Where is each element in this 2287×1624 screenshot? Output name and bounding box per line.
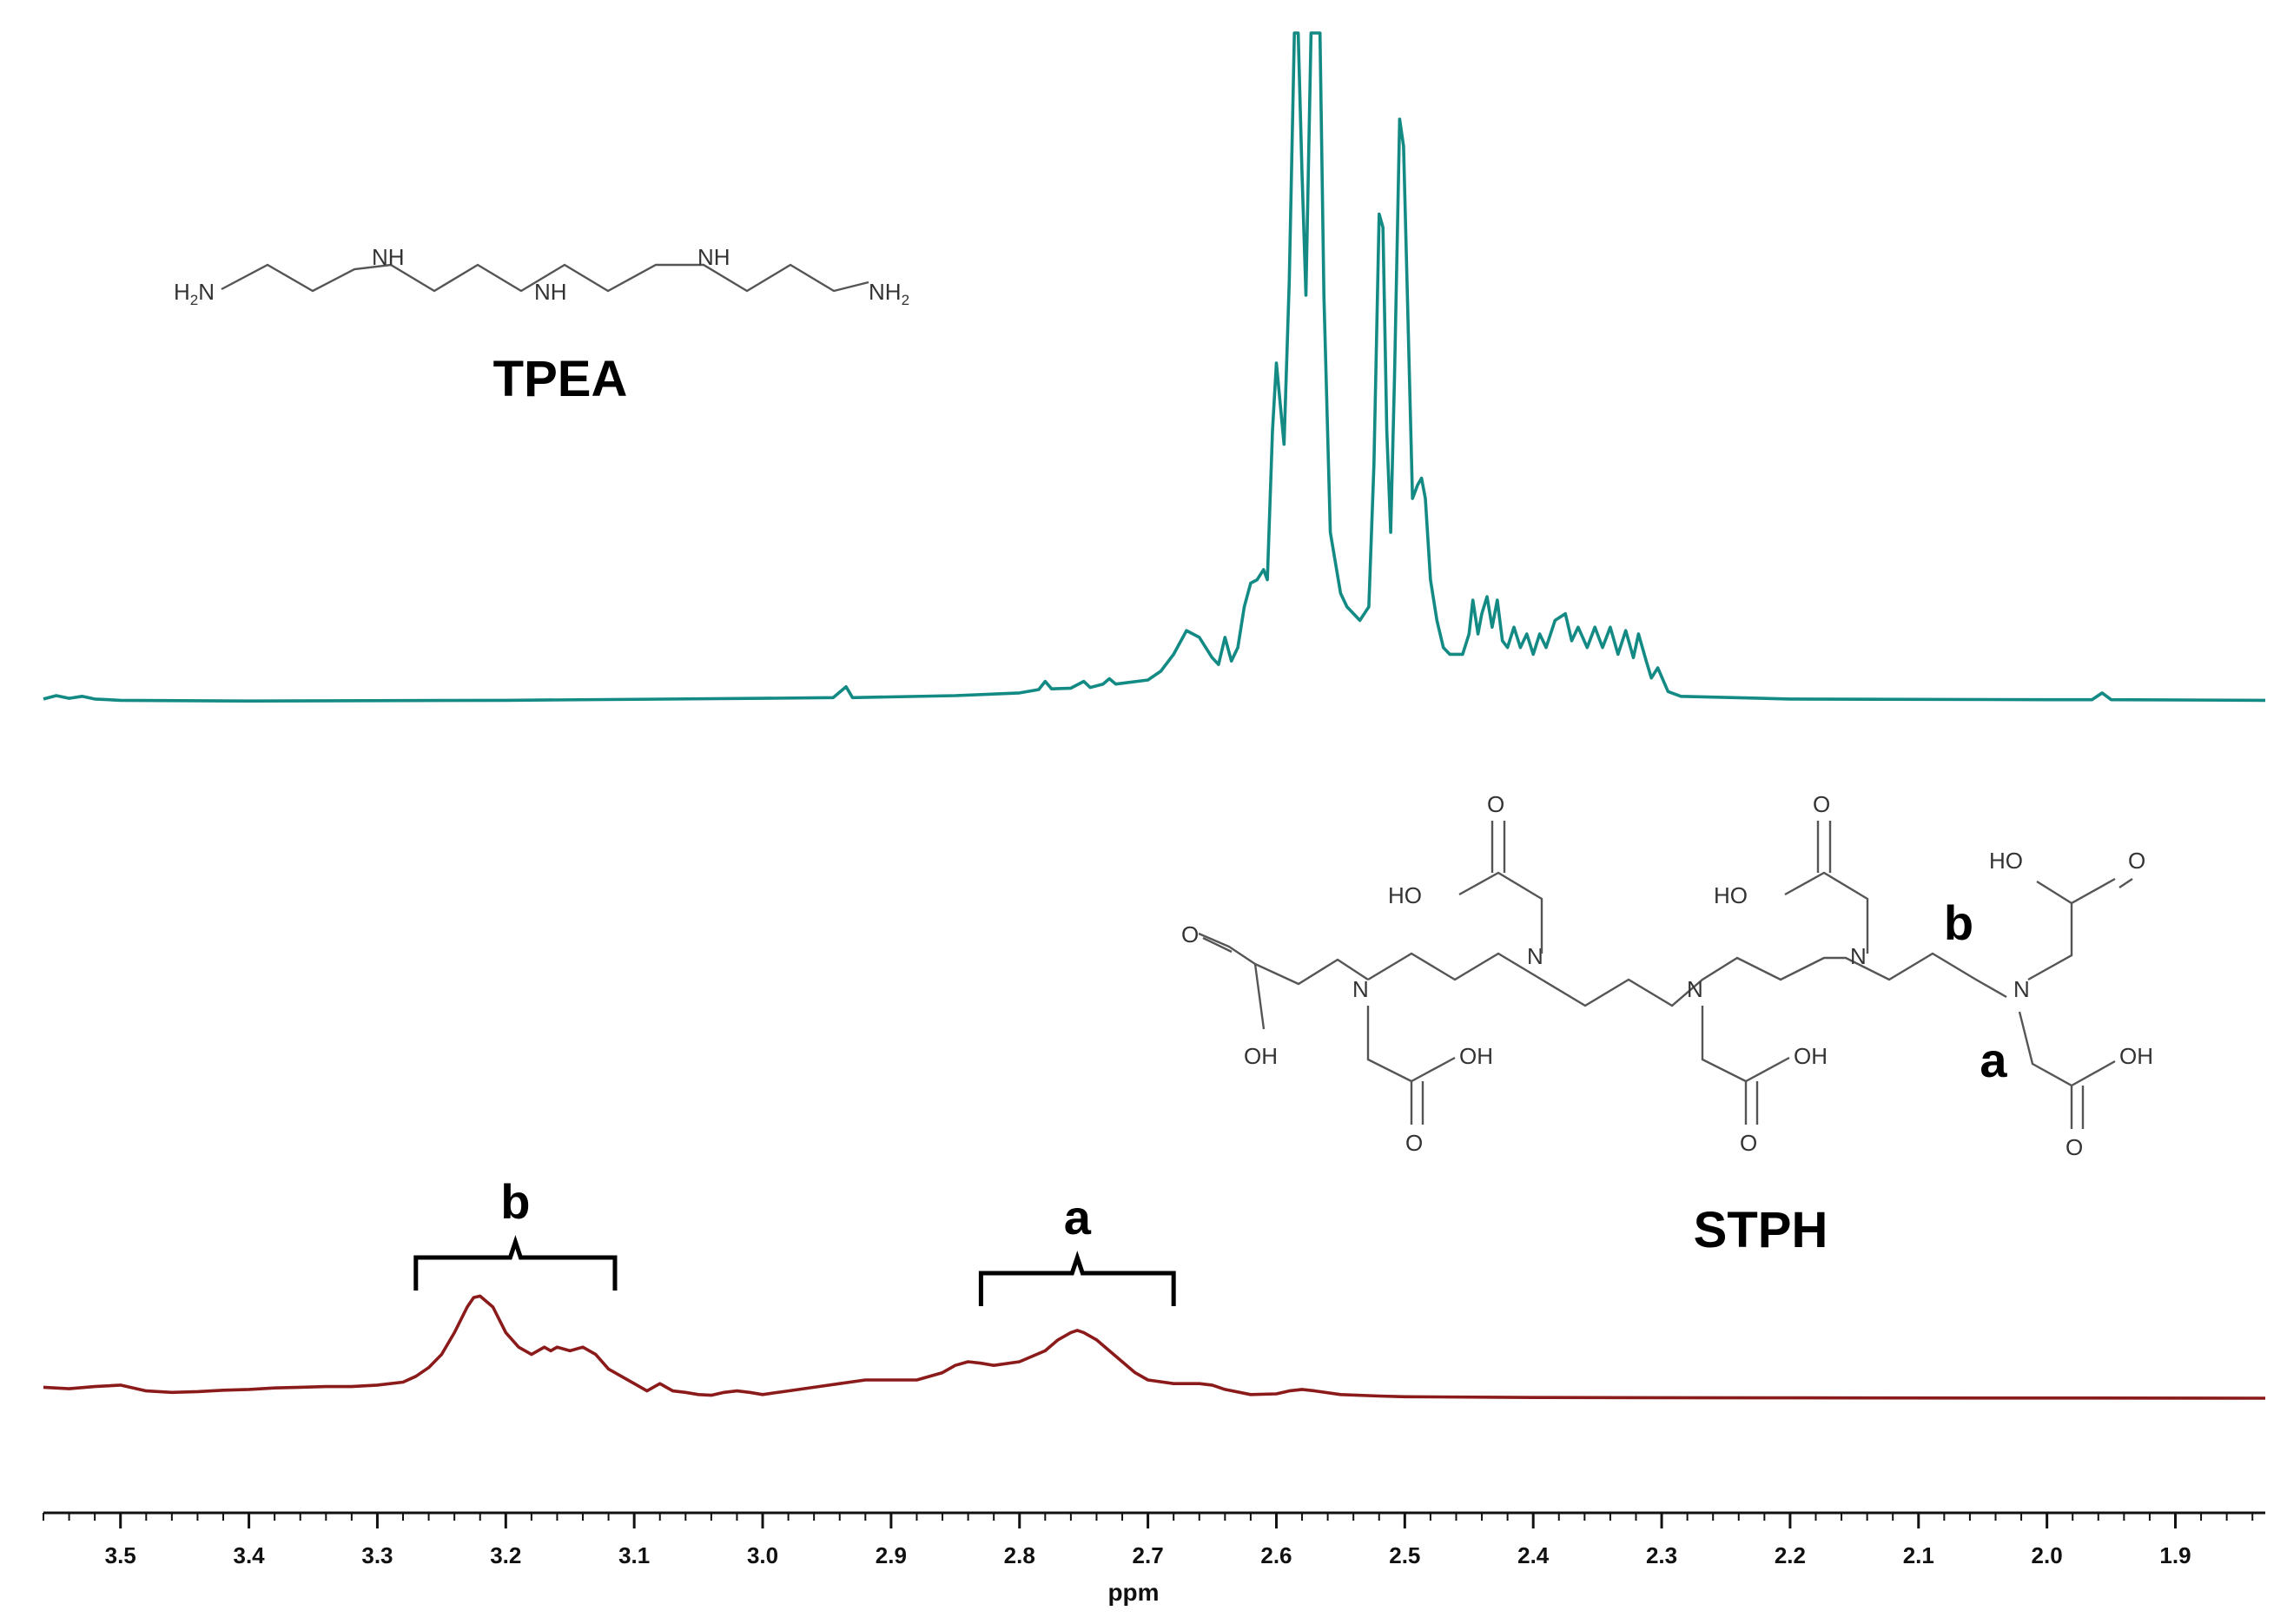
x-tick-label: 2.0: [2032, 1542, 2063, 1568]
x-tick-label: 1.9: [2159, 1542, 2191, 1568]
tpea-label: TPEA: [493, 351, 628, 407]
tpea-nh-2: NH: [534, 279, 567, 305]
x-tick-label: 3.3: [361, 1542, 393, 1568]
stph-site-a: a: [1980, 1033, 2007, 1087]
tpea-structure: H2N NH NH NH NH2: [174, 244, 909, 308]
stph-o-1: O: [1181, 921, 1199, 947]
stph-arm-1: [1198, 932, 1256, 965]
stph-ho-5: HO: [1714, 882, 1748, 908]
tpea-nh-3: NH: [697, 244, 730, 270]
bracket-a: [978, 1251, 1176, 1306]
stph-n-2: N: [1527, 943, 1543, 969]
x-tick-label: 2.7: [1133, 1542, 1164, 1568]
x-tick-label: 2.1: [1903, 1542, 1934, 1568]
x-axis-title: ppm: [1107, 1579, 1159, 1606]
stph-arm-6-dbl: [2118, 878, 2133, 888]
stph-oh-1: OH: [1244, 1043, 1278, 1069]
stph-structure: N N N N N O OH OH O HO O OH O HO O: [1181, 791, 2153, 1160]
stph-label: STPH: [1694, 1202, 1828, 1258]
x-tick-label: 3.5: [105, 1542, 136, 1568]
stph-n-1: N: [1352, 976, 1369, 1002]
stph-oh-2: OH: [1459, 1043, 1493, 1069]
stph-site-b: b: [1944, 895, 1973, 950]
stph-oh-4: OH: [1794, 1043, 1828, 1069]
tpea-backbone: [221, 263, 869, 293]
stph-o-2: O: [1405, 1130, 1423, 1156]
tpea-nh2: NH2: [869, 279, 909, 308]
spectrum-line-tpea: [43, 31, 2266, 703]
stph-backbone-b: [1254, 958, 1369, 986]
bracket-b: [413, 1235, 618, 1291]
stph-n-5: N: [2013, 976, 2030, 1002]
stph-arm-5: [1784, 871, 1869, 954]
stph-oh-7: OH: [2119, 1043, 2153, 1069]
x-tick-label: 2.9: [876, 1542, 907, 1568]
x-tick-label: 2.4: [1517, 1542, 1550, 1568]
x-tick-label: 2.5: [1389, 1542, 1420, 1568]
peak-label-b: b: [500, 1174, 530, 1229]
spectrum-line-stph: [43, 1294, 2266, 1400]
stph-arm-2-oh: [1411, 1056, 1456, 1083]
x-tick-label: 2.6: [1260, 1542, 1292, 1568]
x-tick-label: 3.4: [233, 1542, 265, 1568]
tpea-nh-1: NH: [372, 244, 405, 270]
x-axis: 3.5 3.4 3.3 3.2 3.1 3.0 2.9 2.8 2.7 2.6 2.5 2.4 2.3 2…: [43, 1511, 2265, 1606]
stph-arm-4-oh: [1745, 1056, 1790, 1083]
stph-arm-6-oh: [2036, 880, 2072, 905]
x-tick-label: 3.1: [618, 1542, 650, 1568]
stph-o-6: O: [2128, 848, 2145, 874]
stph-arm-7: [2018, 1011, 2073, 1129]
stph-o-3: O: [1487, 791, 1504, 817]
stph-arm-6: [2027, 877, 2116, 981]
stph-arm-3: [1458, 871, 1543, 954]
spectra-layer: [43, 31, 2266, 1400]
stph-arm-1-oh: [1253, 963, 1266, 1030]
x-tick-label: 2.2: [1775, 1542, 1806, 1568]
stph-arm-1-dbl: [1202, 936, 1233, 954]
stph-ho-3: HO: [1388, 882, 1422, 908]
peak-label-a: a: [1064, 1190, 1092, 1244]
stph-o-5: O: [1813, 791, 1830, 817]
stph-arm-2: [1366, 1006, 1413, 1125]
stph-arm-7-oh: [2071, 1060, 2116, 1087]
x-tick-label: 2.8: [1004, 1542, 1035, 1568]
stph-backbone: [1367, 952, 2007, 1007]
x-tick-label: 3.0: [747, 1542, 778, 1568]
tpea-h2n: H2N: [174, 279, 215, 308]
x-tick-label: 3.2: [490, 1542, 521, 1568]
stph-arm-4: [1701, 1006, 1748, 1125]
stph-n-3: N: [1687, 976, 1703, 1002]
stph-ho-6: HO: [1989, 848, 2023, 874]
stph-o-4: O: [1740, 1130, 1757, 1156]
stph-n-4: N: [1850, 943, 1867, 969]
x-ticks: 3.5 3.4 3.3 3.2 3.1 3.0 2.9 2.8 2.7 2.6 2.5 2.4 2.3 2…: [43, 1513, 2254, 1568]
x-tick-label: 2.3: [1646, 1542, 1677, 1568]
stph-o-7: O: [2066, 1134, 2083, 1160]
